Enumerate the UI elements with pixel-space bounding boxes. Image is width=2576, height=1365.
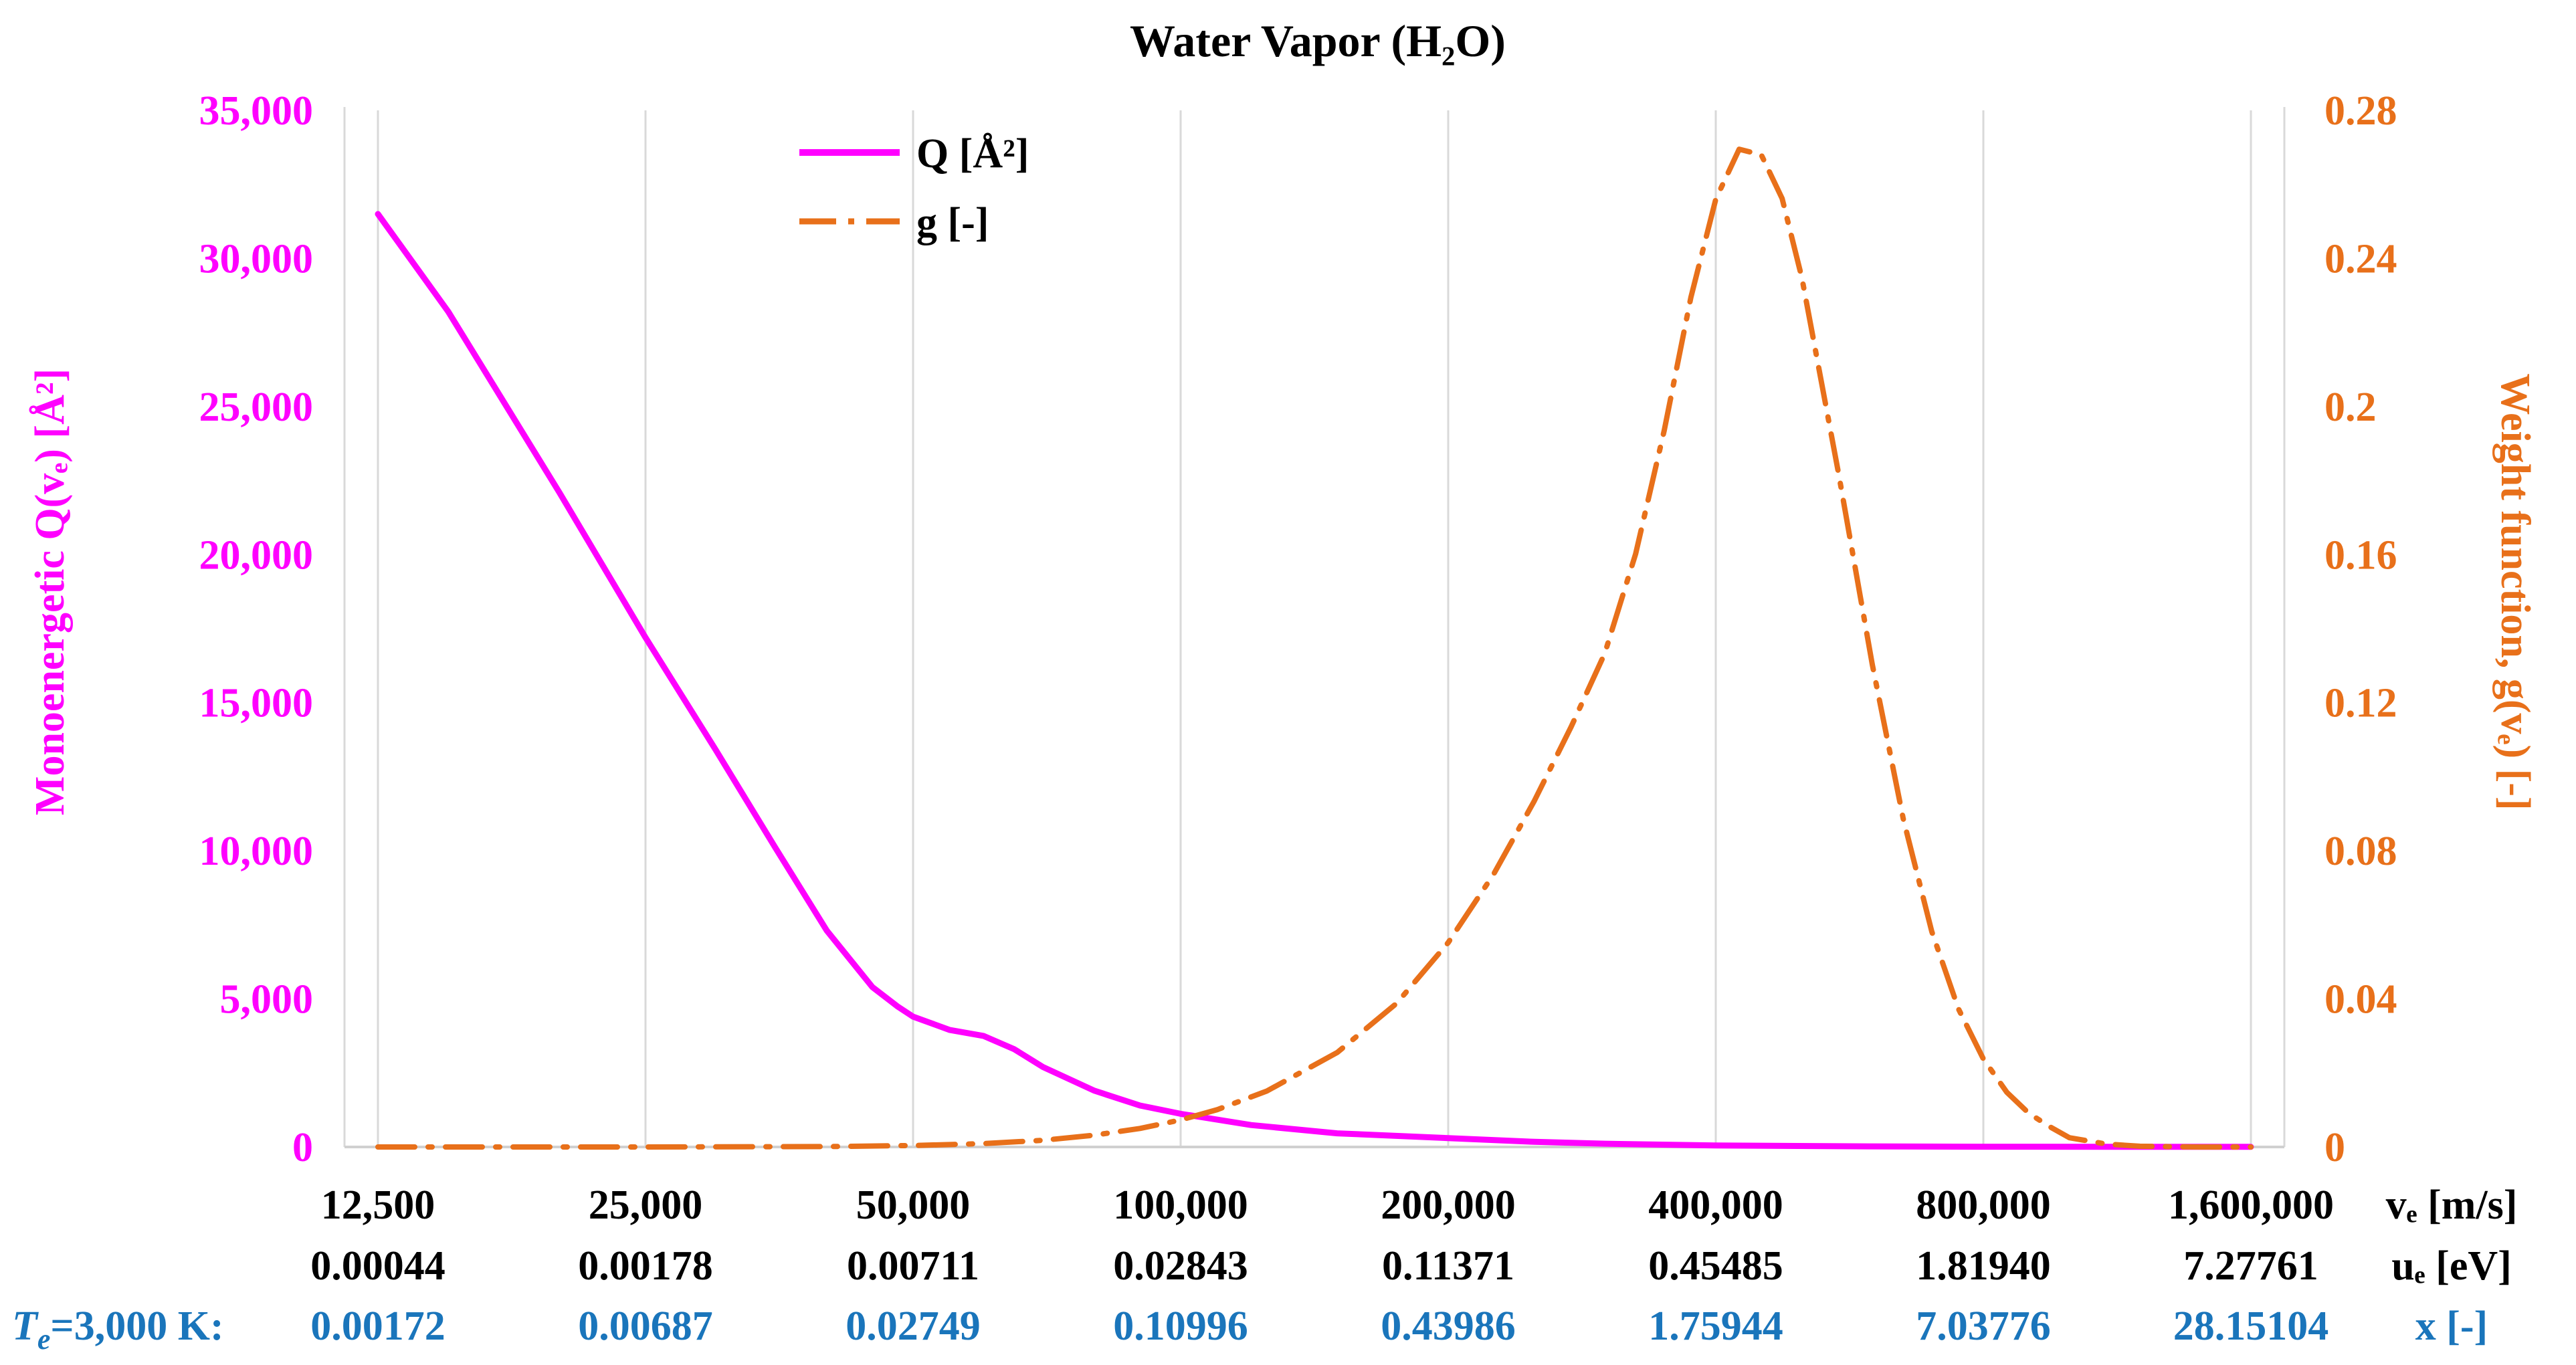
left-y-axis-label: Monoenergetic Q(vₑ) [Å²] <box>27 369 73 815</box>
right-y-tick-label: 0.04 <box>2324 977 2397 1023</box>
energy-unit-label: uₑ [eV] <box>2391 1243 2512 1289</box>
right-y-tick-label: 0.08 <box>2324 829 2397 874</box>
right-y-tick-label: 0.28 <box>2324 88 2397 134</box>
energy-tick-label: 7.27761 <box>2183 1243 2318 1289</box>
x-tick-label: 25,000 <box>589 1182 703 1228</box>
x-dimensionless-tick-label: 1.75944 <box>1648 1303 1783 1349</box>
x-tick-label: 800,000 <box>1916 1182 2051 1228</box>
left-y-tick-label: 25,000 <box>199 385 314 430</box>
right-y-tick-label: 0 <box>2324 1125 2345 1170</box>
legend-q-label: Q [Å²] <box>916 131 1029 177</box>
series-group <box>375 146 2254 1150</box>
right-y-tick-label: 0.12 <box>2324 681 2397 726</box>
x-dimensionless-tick-label: 0.00172 <box>310 1303 445 1349</box>
energy-tick-label: 0.00178 <box>578 1243 713 1289</box>
left-y-tick-label: 0 <box>292 1125 313 1170</box>
x-dimensionless-tick-label: 0.43986 <box>1381 1303 1516 1349</box>
x-dimensionless-tick-label: 28.15104 <box>2173 1303 2329 1349</box>
energy-tick-label: 1.81940 <box>1916 1243 2051 1289</box>
x-dimensionless-tick-label: 0.02749 <box>846 1303 981 1349</box>
x-tick-label: 50,000 <box>856 1182 971 1228</box>
right-y-axis: 0 0.04 0.08 0.12 0.16 0.2 0.24 0.28 <box>2324 88 2397 1170</box>
x-dimensionless-tick-label: 7.03776 <box>1916 1303 2051 1349</box>
x-dimensionless-tick-label: 0.10996 <box>1113 1303 1248 1349</box>
energy-tick-label: 0.00044 <box>310 1243 445 1289</box>
energy-tick-label: 0.00711 <box>847 1243 979 1289</box>
vertical-gridlines <box>343 107 2286 1147</box>
x-dimensionless-tick-label: 0.00687 <box>578 1303 713 1349</box>
x-tick-label: 100,000 <box>1113 1182 1248 1228</box>
left-y-tick-label: 10,000 <box>199 829 314 874</box>
x-tick-label: 12,500 <box>321 1182 435 1228</box>
right-y-axis-label: Weight function, g(vₑ) [-] <box>2492 373 2538 810</box>
g-series-line <box>375 146 2254 1150</box>
temperature-label: Te=3,000 K: <box>12 1303 224 1356</box>
temperature-symbol: T <box>12 1303 39 1349</box>
q-series-line <box>375 211 2254 1150</box>
left-y-axis: 0 5,000 10,000 15,000 20,000 25,000 30,000 35,0… <box>199 88 314 1170</box>
x-unit-label: x [-] <box>2415 1303 2488 1349</box>
temperature-subscript: e <box>37 1323 51 1356</box>
energy-tick-label: 0.11371 <box>1382 1243 1514 1289</box>
energy-tick-label: 0.02843 <box>1113 1243 1248 1289</box>
left-y-tick-label: 20,000 <box>199 532 314 578</box>
legend: Q [Å²] g [-] <box>799 131 1029 245</box>
left-y-tick-label: 30,000 <box>199 236 314 282</box>
right-y-tick-label: 0.16 <box>2324 532 2397 578</box>
energy-tick-label: 0.45485 <box>1648 1243 1783 1289</box>
temperature-value: =3,000 K: <box>50 1303 223 1349</box>
left-y-tick-label: 15,000 <box>199 681 314 726</box>
x-axis-rows: 12,500 0.00044 0.00172 25,000 0.00178 0.00687… <box>12 1182 2517 1356</box>
legend-g-label: g [-] <box>916 200 989 245</box>
left-y-tick-label: 35,000 <box>199 88 314 134</box>
x-tick-label: 1,600,000 <box>2168 1182 2334 1228</box>
x-tick-label: 200,000 <box>1381 1182 1516 1228</box>
x-tick-label: 400,000 <box>1648 1182 1783 1228</box>
right-y-tick-label: 0.2 <box>2324 385 2377 430</box>
right-y-tick-label: 0.24 <box>2324 236 2397 282</box>
chart-title: Water Vapor (H₂O) <box>1130 15 1506 66</box>
left-y-tick-label: 5,000 <box>220 977 314 1023</box>
velocity-unit-label: vₑ [m/s] <box>2386 1182 2518 1228</box>
